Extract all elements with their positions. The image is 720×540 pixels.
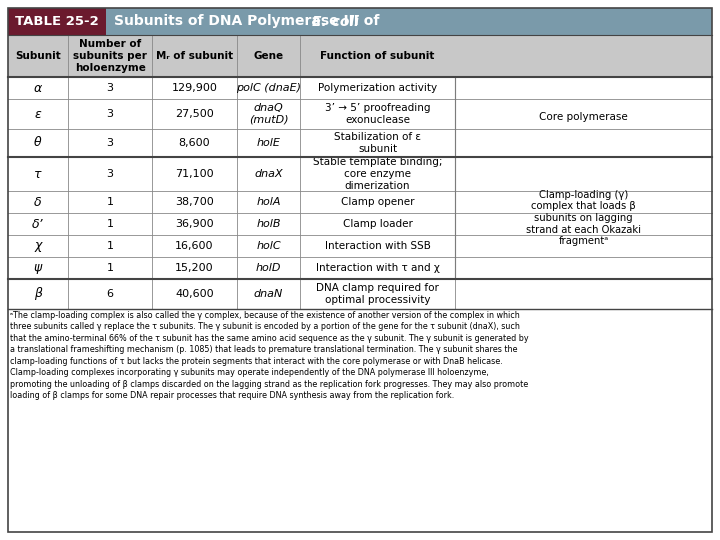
Text: holB: holB — [256, 219, 281, 229]
Bar — [8, 77, 455, 99]
Text: DNA clamp required for
optimal processivity: DNA clamp required for optimal processiv… — [316, 283, 439, 305]
Text: 40,600: 40,600 — [175, 289, 214, 299]
Text: 3: 3 — [107, 109, 114, 119]
Bar — [8, 191, 455, 213]
Text: 3: 3 — [107, 138, 114, 148]
Text: E. coli: E. coli — [312, 15, 359, 29]
Text: χ: χ — [35, 240, 42, 253]
Text: Number of
subunits per
holoenzyme: Number of subunits per holoenzyme — [73, 39, 147, 72]
Bar — [8, 279, 455, 309]
Text: holC: holC — [256, 241, 281, 251]
Text: Polymerization activity: Polymerization activity — [318, 83, 437, 93]
Text: δ: δ — [34, 195, 42, 208]
Text: Clamp-loading (γ)
complex that loads β
subunits on lagging
strand at each Okazak: Clamp-loading (γ) complex that loads β s… — [526, 190, 641, 246]
Bar — [8, 235, 455, 257]
Text: 1: 1 — [107, 219, 114, 229]
Text: holE: holE — [256, 138, 280, 148]
Text: 8,600: 8,600 — [179, 138, 210, 148]
Text: dnaN: dnaN — [253, 289, 283, 299]
Bar — [8, 157, 455, 191]
Text: 1: 1 — [107, 197, 114, 207]
Bar — [106, 8, 712, 35]
Bar — [8, 99, 455, 129]
Text: dnaQ
(mutD): dnaQ (mutD) — [248, 103, 288, 125]
Text: dnaX: dnaX — [254, 169, 283, 179]
Text: Gene: Gene — [253, 51, 284, 61]
Text: Clamp opener: Clamp opener — [341, 197, 414, 207]
Text: 3’ → 5’ proofreading
exonuclease: 3’ → 5’ proofreading exonuclease — [325, 103, 431, 125]
Text: 15,200: 15,200 — [175, 263, 214, 273]
Bar — [8, 35, 712, 77]
Text: Interaction with SSB: Interaction with SSB — [325, 241, 431, 251]
Bar — [8, 213, 455, 235]
Text: 1: 1 — [107, 263, 114, 273]
Text: 6: 6 — [107, 289, 114, 299]
Text: Clamp loader: Clamp loader — [343, 219, 413, 229]
Text: ε: ε — [35, 107, 41, 120]
Text: Mᵣ of subunit: Mᵣ of subunit — [156, 51, 233, 61]
Text: 16,600: 16,600 — [175, 241, 214, 251]
Text: β: β — [34, 287, 42, 300]
Text: Stabilization of ε
subunit: Stabilization of ε subunit — [334, 132, 421, 154]
Text: Subunit: Subunit — [15, 51, 60, 61]
Text: τ: τ — [34, 167, 42, 180]
Text: 36,900: 36,900 — [175, 219, 214, 229]
Text: 71,100: 71,100 — [175, 169, 214, 179]
Text: 129,900: 129,900 — [171, 83, 217, 93]
Text: 1: 1 — [107, 241, 114, 251]
Text: Core polymerase: Core polymerase — [539, 112, 628, 122]
Text: 27,500: 27,500 — [175, 109, 214, 119]
Text: α: α — [34, 82, 42, 94]
Text: θ: θ — [34, 137, 42, 150]
Text: ᵃThe clamp-loading complex is also called the γ complex, because of the existenc: ᵃThe clamp-loading complex is also calle… — [10, 311, 528, 400]
Text: Function of subunit: Function of subunit — [320, 51, 435, 61]
Text: Interaction with τ and χ: Interaction with τ and χ — [315, 263, 439, 273]
Text: holD: holD — [256, 263, 282, 273]
Bar — [8, 257, 455, 279]
Text: holA: holA — [256, 197, 281, 207]
Text: Stable template binding;
core enzyme
dimerization: Stable template binding; core enzyme dim… — [313, 157, 442, 191]
Bar — [8, 129, 455, 157]
Text: ψ: ψ — [34, 261, 42, 274]
Bar — [8, 8, 106, 35]
Text: TABLE 25-2: TABLE 25-2 — [15, 15, 99, 28]
Text: 3: 3 — [107, 83, 114, 93]
Bar — [8, 309, 712, 532]
Bar — [455, 77, 712, 309]
Text: Subunits of DNA Polymerase III of: Subunits of DNA Polymerase III of — [114, 15, 384, 29]
Text: polC (dnaE): polC (dnaE) — [236, 83, 301, 93]
Text: 38,700: 38,700 — [175, 197, 214, 207]
Text: 3: 3 — [107, 169, 114, 179]
Text: δ’: δ’ — [32, 218, 44, 231]
